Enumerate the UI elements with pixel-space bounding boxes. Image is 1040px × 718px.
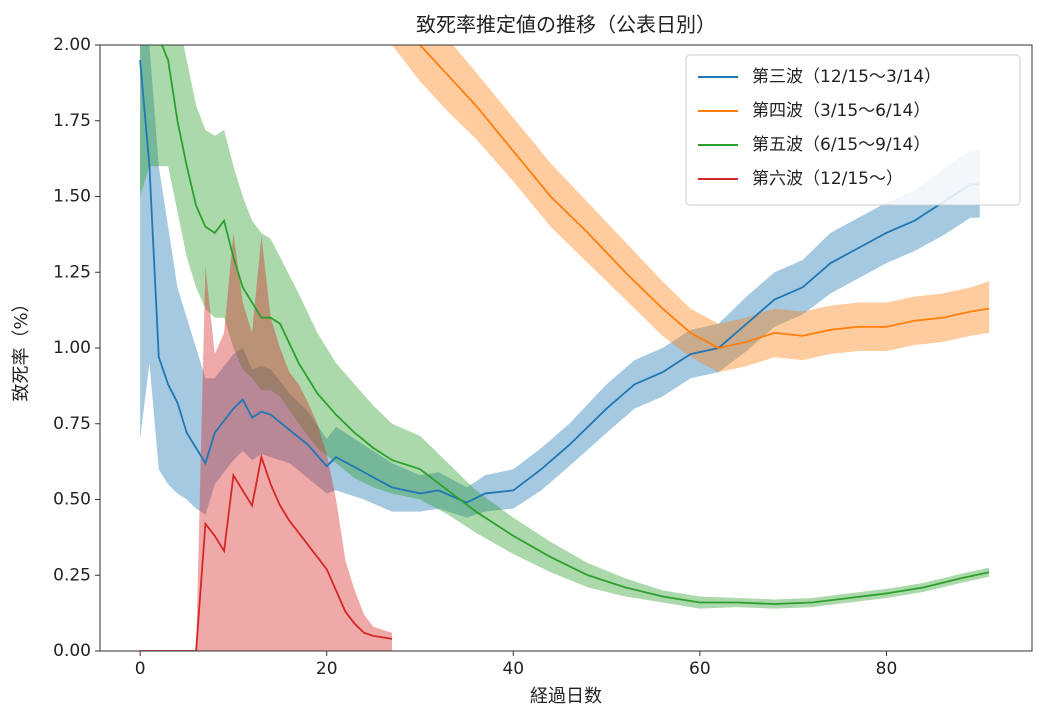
legend-label: 第五波（6/15〜9/14） <box>752 135 930 155</box>
lines <box>139 45 990 651</box>
x-axis-label: 経過日数 <box>530 686 602 707</box>
legend-label: 第四波（3/15〜6/14） <box>752 101 930 121</box>
series-line <box>139 60 980 504</box>
legend-label: 第六波（12/15〜） <box>752 169 903 189</box>
y-tick-label: 0.00 <box>53 641 91 661</box>
y-tick-label: 0.25 <box>53 565 91 585</box>
y-tick-label: 0.50 <box>53 490 91 510</box>
y-tick-label: 1.75 <box>53 111 91 131</box>
axes: 0 20 40 60 80 0.00 0.25 0.50 0.75 1.00 1.25 1.50 1.7… <box>53 35 897 679</box>
y-axis-label: 致死率（%） <box>11 294 32 401</box>
x-tick-label: 40 <box>502 659 524 679</box>
chart-title: 致死率推定値の推移（公表日別） <box>416 13 716 37</box>
confidence-band <box>140 45 990 609</box>
legend-box <box>685 54 1021 206</box>
legend: 第三波（12/15〜3/14） 第四波（3/15〜6/14） 第五波（6/15〜9/… <box>685 54 1021 206</box>
y-tick-label: 1.25 <box>53 262 91 282</box>
series-line <box>418 45 990 349</box>
x-tick-label: 0 <box>135 659 146 679</box>
y-tick-label: 0.75 <box>53 414 91 434</box>
y-tick-label: 1.00 <box>53 338 91 358</box>
y-tick-label: 2.00 <box>53 35 91 55</box>
y-tick-label: 1.50 <box>53 187 91 207</box>
series-line <box>160 45 990 605</box>
series-line <box>140 453 393 651</box>
x-tick-label: 20 <box>316 659 338 679</box>
legend-label: 第三波（12/15〜3/14） <box>752 67 941 87</box>
x-tick-label: 80 <box>876 659 898 679</box>
confidence-band <box>140 45 980 518</box>
x-tick-label: 60 <box>689 659 711 679</box>
confidence-band <box>392 45 990 373</box>
